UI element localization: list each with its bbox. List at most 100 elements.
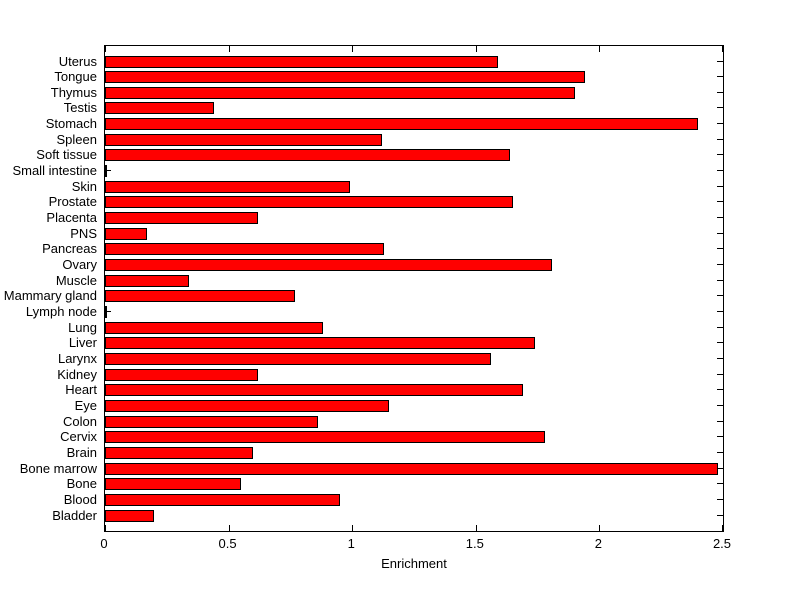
y-tick-right: [717, 311, 723, 312]
y-tick-right: [717, 217, 723, 219]
bar-pancreas: [105, 243, 385, 256]
category-label: Small intestine: [12, 163, 97, 179]
bar-testis: [105, 102, 214, 115]
bar-row: Uterus: [59, 54, 723, 68]
bar-row: Bladder: [52, 508, 723, 522]
bar-row: Soft tissue: [36, 148, 723, 162]
bar-row: Mammary gland: [4, 289, 723, 303]
bar-uterus: [105, 55, 499, 68]
bar-liver: [105, 337, 536, 350]
bar-tongue: [105, 71, 585, 84]
bar-bladder: [105, 509, 155, 522]
bar-row: Eye: [75, 398, 723, 412]
x-tick-label: 2.5: [712, 536, 732, 551]
category-label: Testis: [63, 100, 97, 116]
y-tick-right: [717, 264, 723, 266]
category-label: Bone marrow: [19, 460, 97, 476]
bar-row: Bone: [67, 477, 723, 491]
bar-row: Heart: [65, 383, 723, 397]
bar-row: Larynx: [58, 351, 723, 365]
bar-row: Muscle: [56, 273, 723, 287]
bar-row: Lymph node: [26, 305, 723, 319]
bar-blood: [105, 493, 340, 506]
y-tick-right: [717, 420, 723, 422]
y-tick-right: [717, 154, 723, 156]
bar-spleen: [105, 133, 382, 146]
y-tick-right: [717, 60, 723, 62]
bar-row: Tongue: [54, 70, 723, 84]
y-tick-left: [105, 311, 111, 312]
bar-row: Kidney: [57, 367, 723, 381]
y-tick-right: [717, 232, 723, 234]
x-tick-label: 0: [100, 536, 108, 551]
bar-larynx: [105, 352, 491, 365]
bar-placenta: [105, 212, 259, 225]
bar-row: Colon: [63, 414, 723, 428]
x-tick-label: 1: [347, 536, 355, 551]
x-tick-top: [722, 46, 723, 52]
x-tick-label: 1.5: [465, 536, 484, 551]
bar-brain: [105, 446, 254, 459]
category-label: Blood: [63, 491, 97, 507]
y-tick-right: [717, 295, 723, 297]
bar-lymph-node: [105, 306, 108, 318]
y-tick-right: [717, 451, 723, 453]
bar-colon: [105, 415, 318, 428]
y-tick-right: [717, 326, 723, 328]
category-label: Bone: [66, 476, 97, 492]
y-tick-right: [717, 373, 723, 375]
category-label: Spleen: [56, 131, 97, 147]
x-axis-label: Enrichment: [381, 556, 447, 571]
x-tick-bottom: [599, 525, 601, 531]
category-label: Liver: [68, 335, 97, 351]
category-label: PNS: [70, 225, 97, 241]
bar-row: Testis: [64, 101, 723, 115]
bar-row: Small intestine: [12, 164, 723, 178]
x-tick-bottom: [228, 525, 230, 531]
category-label: Kidney: [57, 366, 97, 382]
bar-bone: [105, 478, 241, 491]
y-tick-right: [717, 404, 723, 406]
y-tick-right: [717, 357, 723, 359]
category-label: Stomach: [45, 116, 97, 132]
bar-thymus: [105, 86, 575, 99]
bar-muscle: [105, 274, 190, 287]
bar-heart: [105, 384, 523, 397]
bar-row: Brain: [67, 445, 723, 459]
y-tick-right: [717, 342, 723, 344]
x-tick-bottom: [475, 525, 477, 531]
bar-row: Liver: [69, 336, 723, 350]
x-tick-top: [599, 46, 601, 52]
category-label: Muscle: [55, 272, 97, 288]
y-tick-right: [717, 91, 723, 93]
bar-row: Placenta: [46, 211, 723, 225]
bar-row: Thymus: [51, 85, 723, 99]
bar-row: Prostate: [49, 195, 723, 209]
bar-row: PNS: [70, 226, 723, 240]
category-label: Uterus: [58, 53, 97, 69]
x-tick-bottom: [722, 525, 723, 531]
x-tick-top: [475, 46, 477, 52]
category-label: Eye: [74, 397, 97, 413]
y-tick-right: [717, 389, 723, 391]
category-label: Cervix: [60, 429, 97, 445]
bar-row: Ovary: [62, 258, 723, 272]
bar-row: Cervix: [60, 430, 723, 444]
y-tick-right: [717, 123, 723, 125]
category-label: Tongue: [54, 69, 97, 85]
bar-row: Skin: [72, 179, 723, 193]
bar-eye: [105, 399, 390, 412]
bar-stomach: [105, 118, 699, 131]
y-tick-right: [717, 185, 723, 187]
category-label: Lung: [68, 319, 97, 335]
y-tick-right: [717, 467, 723, 469]
y-tick-right: [717, 170, 723, 172]
category-label: Larynx: [57, 350, 97, 366]
x-tick-top: [105, 46, 106, 52]
bar-mammary-gland: [105, 290, 296, 303]
y-tick-right: [717, 138, 723, 140]
bar-row: Blood: [64, 492, 723, 506]
bar-skin: [105, 180, 350, 193]
y-tick-right: [717, 483, 723, 485]
